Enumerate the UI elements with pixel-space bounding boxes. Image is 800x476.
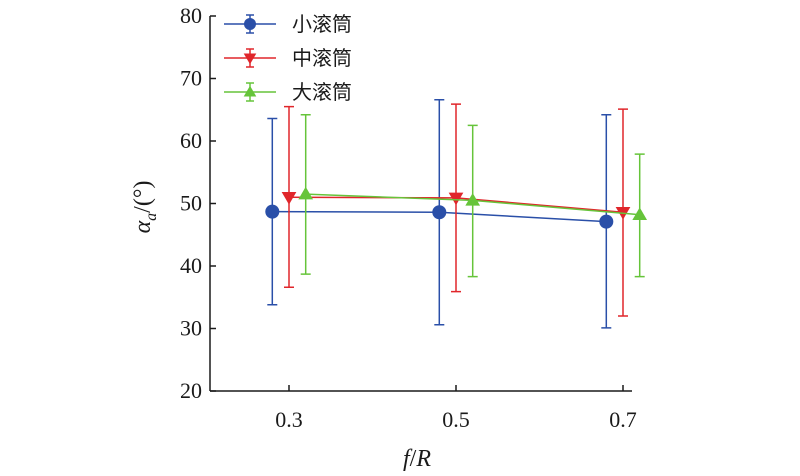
y-tick-label: 70 <box>180 66 202 91</box>
data-point <box>281 192 297 205</box>
y-tick-label: 20 <box>180 378 202 403</box>
legend-item-2: 中滚筒 <box>224 46 352 70</box>
x-tick-label: 0.7 <box>609 407 637 432</box>
legend-item-3: 大滚筒 <box>224 80 352 104</box>
data-point <box>298 186 314 200</box>
series-3 <box>298 114 648 278</box>
legend-item-1: 小滚筒 <box>224 12 352 36</box>
legend-label: 大滚筒 <box>292 80 352 104</box>
data-point <box>632 207 648 220</box>
data-point <box>448 192 464 206</box>
axes <box>209 16 632 392</box>
y-tick-label: 40 <box>180 253 202 278</box>
y-tick-label: 50 <box>180 191 202 216</box>
y-ticks: 20 30 40 50 60 70 80 <box>180 3 216 403</box>
data-point <box>465 193 481 206</box>
y-tick-label: 60 <box>180 128 202 153</box>
x-axis-label-slash: / <box>410 446 417 472</box>
data-point <box>599 214 614 229</box>
y-axis-label-unit: /(°) <box>130 181 156 213</box>
series-1 <box>265 99 614 329</box>
series-layer <box>265 99 648 329</box>
y-tick-label: 80 <box>180 3 202 28</box>
legend-marker <box>244 18 256 30</box>
x-axis-label: f/R <box>403 446 431 472</box>
x-axis-label-var-f: f <box>403 446 413 472</box>
data-point <box>265 204 280 219</box>
y-axis-label-subscript: a <box>143 213 160 221</box>
x-tick-label: 0.3 <box>275 407 303 432</box>
data-point <box>432 205 447 220</box>
y-axis-label: αa/(°) <box>130 181 160 234</box>
x-axis-label-var-r: R <box>415 446 431 472</box>
legend-label: 中滚筒 <box>292 46 352 70</box>
legend-label: 小滚筒 <box>292 12 352 36</box>
y-axis-label-symbol: α <box>130 220 156 233</box>
y-tick-label: 30 <box>180 316 202 341</box>
x-ticks: 0.3 0.5 0.7 <box>275 385 637 432</box>
legend-marker <box>243 85 257 97</box>
legend-marker <box>243 53 257 65</box>
x-tick-label: 0.5 <box>442 407 470 432</box>
